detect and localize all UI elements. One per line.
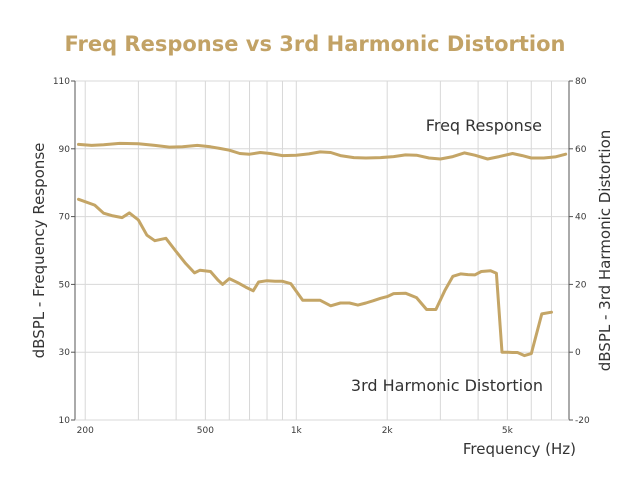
- y2-axis-label: dBSPL - 3rd Harmonic Distortion: [596, 130, 614, 372]
- x-axis-label: Frequency (Hz): [463, 440, 576, 458]
- annotation-3rd-harmonic: 3rd Harmonic Distortion: [351, 376, 543, 395]
- y-tick-label: 30: [59, 348, 71, 358]
- x-tick-label: 1k: [291, 426, 303, 436]
- y-axis-label: dBSPL - Frequency Response: [30, 143, 48, 359]
- y2-tick-label: 20: [575, 280, 587, 290]
- y2-tick-label: 60: [575, 145, 587, 155]
- y-tick-label: 70: [59, 213, 71, 223]
- y-tick-label: 90: [59, 145, 71, 155]
- series-line-freq-response: [77, 141, 568, 161]
- tick-labels: 10 30 50 70 90 110 -20 0 20 40 60 80 200 500 1k 2k 5k: [53, 77, 590, 436]
- y2-tick-label: 0: [575, 348, 581, 358]
- grid: [75, 80, 570, 421]
- y-tick-label: 50: [59, 280, 71, 290]
- y2-tick-label: 40: [575, 213, 587, 223]
- axes: [71, 80, 573, 421]
- y-tick-label: 110: [53, 77, 70, 87]
- y2-tick-label: -20: [575, 416, 590, 426]
- y-tick-label: 10: [59, 416, 71, 426]
- x-tick-label: 500: [197, 426, 214, 436]
- series-line-3rd-harmonic: [77, 197, 553, 358]
- y2-tick-label: 80: [575, 77, 587, 87]
- series-lines: [77, 141, 568, 358]
- x-tick-label: 200: [77, 426, 94, 436]
- chart-title: Freq Response vs 3rd Harmonic Distortion: [64, 32, 566, 56]
- annotation-freq-response: Freq Response: [426, 116, 542, 135]
- x-tick-label: 2k: [382, 426, 394, 436]
- x-tick-label: 5k: [502, 426, 514, 436]
